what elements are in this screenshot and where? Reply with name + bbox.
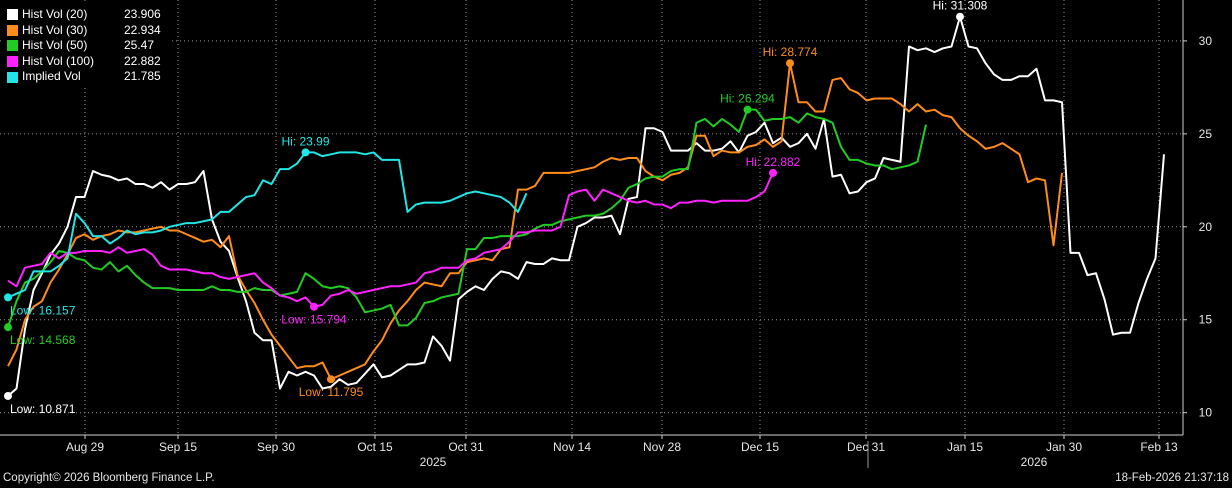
annotation-label: Hi: 26.294: [720, 92, 775, 106]
legend-swatch: [7, 40, 18, 52]
x-year-label: 2026: [1021, 455, 1048, 469]
annotation-label: Low: 10.871: [10, 402, 76, 416]
x-tick-label: Feb 13: [1140, 440, 1178, 454]
annotation-dot: [327, 375, 335, 384]
legend-value: 22.882: [124, 53, 161, 68]
y-tick-label: 10: [1199, 406, 1213, 420]
chart-legend: Hist Vol (20) 23.906 Hist Vol (30) 22.93…: [3, 4, 170, 88]
annotation-dot: [4, 323, 12, 332]
chart-series: [7, 15, 1165, 397]
x-tick-label: Jan 30: [1046, 440, 1082, 454]
x-tick-label: Oct 31: [448, 440, 484, 454]
annotation-dot: [769, 168, 777, 177]
x-tick-label: Nov 14: [553, 440, 591, 454]
chart-markers: Low: 10.871 Hi: 31.308 Hi: 28.774 Low: 11.7…: [4, 0, 988, 416]
y-tick-label: 25: [1199, 127, 1213, 141]
x-tick-label: Dec 15: [741, 440, 779, 454]
legend-item-implied: Implied Vol 21.785: [7, 69, 164, 85]
annotation-dot: [310, 302, 318, 311]
annotation-dot: [786, 59, 794, 68]
chart-grid: [0, 0, 1183, 435]
annotation-label: Low: 15.794: [281, 313, 347, 327]
annotation-dot: [4, 293, 12, 302]
x-tick-label: Nov 28: [643, 440, 681, 454]
annotation-label: Hi: 31.308: [933, 0, 988, 13]
series-line: [7, 15, 1165, 397]
series-line: [7, 108, 927, 328]
legend-label: Hist Vol (30): [22, 22, 88, 37]
legend-value: 22.934: [124, 22, 161, 37]
y-tick-label: 20: [1199, 220, 1213, 234]
timestamp-text: 18-Feb-2026 21:37:18: [1115, 472, 1229, 484]
legend-label: Implied Vol: [22, 69, 81, 84]
annotation-label: Hi: 28.774: [763, 45, 818, 59]
legend-swatch: [7, 24, 18, 36]
annotation-label: Low: 11.795: [299, 385, 364, 399]
annotation-dot: [4, 391, 12, 400]
legend-swatch: [7, 71, 18, 83]
annotation-label: Low: 16.157: [10, 303, 76, 317]
legend-label: Hist Vol (50): [22, 38, 88, 53]
legend-item-hv50: Hist Vol (50) 25.47: [7, 38, 164, 54]
legend-value: 23.906: [124, 7, 161, 21]
x-tick-label: Dec 31: [847, 440, 885, 454]
series-line: [7, 151, 528, 299]
x-year-label: 2025: [420, 455, 447, 469]
annotation-dot: [956, 12, 964, 21]
copyright-text: Copyright© 2026 Bloomberg Finance L.P.: [3, 472, 215, 484]
x-tick-label: Sep 30: [257, 440, 295, 454]
legend-item-hv100: Hist Vol (100) 22.882: [7, 54, 164, 70]
legend-label: Hist Vol (100): [22, 53, 95, 68]
legend-value: 21.785: [124, 69, 161, 84]
legend-item-hv30: Hist Vol (30) 22.934: [7, 23, 164, 39]
annotation-label: Hi: 22.882: [746, 155, 801, 169]
x-tick-label: Jan 15: [947, 440, 983, 454]
legend-value: 25.47: [124, 38, 155, 53]
annotation-label: Hi: 23.99: [281, 134, 329, 148]
x-tick-label: Oct 15: [357, 440, 393, 454]
y-tick-label: 30: [1199, 34, 1213, 48]
series-line: [7, 172, 774, 308]
annotation-label: Low: 14.568: [10, 333, 76, 347]
annotation-dot: [301, 148, 310, 157]
legend-label: Hist Vol (20): [22, 7, 88, 21]
y-tick-label: 15: [1199, 313, 1213, 327]
series-line: [7, 62, 1063, 381]
x-tick-label: Sep 15: [159, 440, 197, 454]
legend-swatch: [7, 56, 18, 68]
legend-item-hv20: Hist Vol (20) 23.906: [7, 7, 164, 23]
annotation-dot: [743, 105, 752, 114]
legend-swatch: [7, 9, 18, 21]
x-tick-label: Aug 29: [66, 440, 104, 454]
